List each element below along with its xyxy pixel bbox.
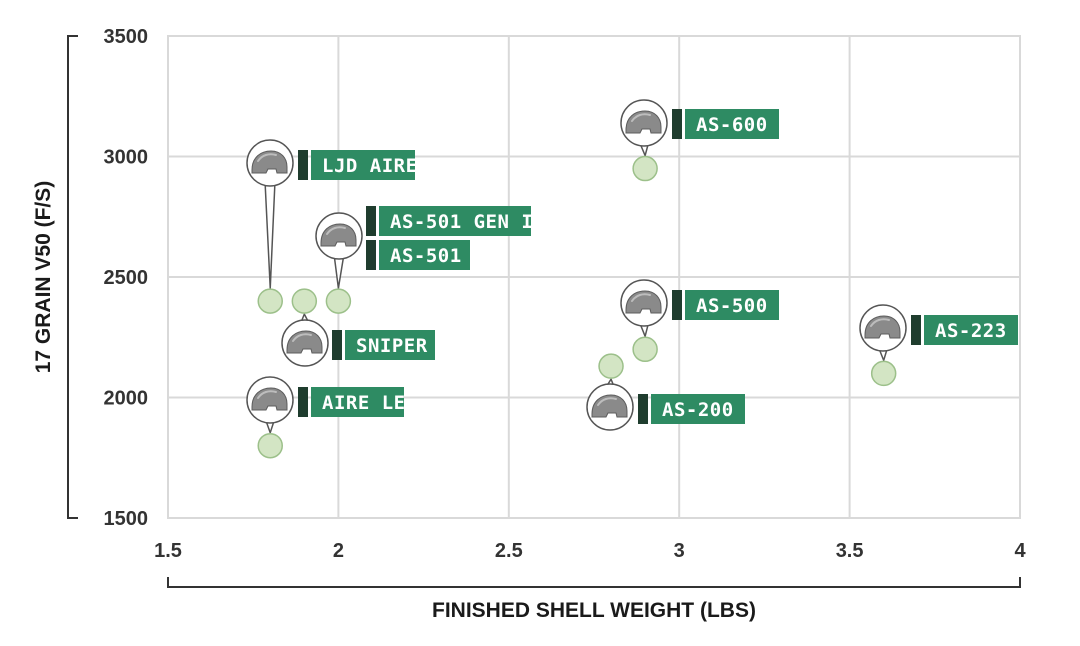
helmet-shell [320, 223, 357, 247]
helmet-shell [864, 315, 901, 339]
label-tag-bg [379, 206, 531, 236]
label-tag-bar [672, 109, 682, 139]
label-tag-text: AS-600 [696, 114, 768, 136]
data-point [257, 288, 283, 314]
helmet-icon [864, 315, 901, 339]
label-tag-text: AS-501 GEN II [390, 211, 545, 233]
label-tag-bar [911, 315, 921, 345]
callouts [246, 99, 907, 431]
helmet-icon [591, 394, 628, 418]
helmet-highlight [257, 153, 277, 162]
callout-bubble [246, 139, 294, 187]
y-tick-label: 3000 [104, 147, 149, 169]
data-point [632, 155, 658, 182]
helmet-icon [251, 387, 288, 411]
callout-bubble [315, 212, 363, 260]
label-tag: AS-501 [366, 240, 470, 270]
callout-bubble [859, 304, 907, 352]
label-tag: AS-500 [672, 290, 779, 320]
helmet-icon [625, 110, 662, 134]
callout-bubble [246, 376, 294, 424]
grid [167, 35, 1021, 519]
label-tag-text: AS-200 [662, 399, 734, 421]
label-tag-text: AS-500 [696, 295, 768, 317]
x-axis-bracket [167, 577, 1021, 588]
helmet-highlight [597, 397, 617, 406]
helmet-highlight [631, 113, 651, 122]
helmet-shell [591, 394, 628, 418]
label-tag-bg [311, 387, 404, 417]
helmet-icon [320, 223, 357, 247]
label-tag-bar [298, 387, 308, 417]
label-tag-text: SNIPER [356, 335, 428, 357]
label-tag: AS-200 [638, 394, 745, 424]
y-tick-label: 1500 [104, 508, 149, 530]
y-axis-title: 17 GRAIN V50 (F/S) [32, 181, 55, 374]
callout-bubble [586, 383, 634, 431]
label-tag-bar [332, 330, 342, 360]
helmet-highlight [257, 390, 277, 399]
callout-bubble [281, 319, 329, 367]
label-tags: LJD AIRE SNIPER AS-501 GEN II AS-501 AIRE LE… [298, 109, 1018, 424]
label-tag-text: AS-223 [935, 320, 1007, 342]
y-tick-label: 2000 [104, 388, 149, 410]
data-point [291, 288, 318, 314]
data-point [257, 432, 283, 459]
label-tag: AS-223 [911, 315, 1018, 345]
label-tag: SNIPER [332, 330, 435, 360]
callout-bubble [620, 279, 668, 327]
label-tag-bar [672, 290, 682, 320]
label-tag-bar [366, 206, 376, 236]
helmet-highlight [292, 333, 312, 342]
label-tag-bg [685, 290, 779, 320]
x-tick-label: 3 [674, 540, 685, 562]
label-tag-text: AIRE LE [322, 392, 406, 414]
label-tag-bg [379, 240, 470, 270]
x-axis-title: FINISHED SHELL WEIGHT (LBS) [432, 599, 756, 622]
helmet-highlight [326, 226, 346, 235]
label-tag-bg [924, 315, 1018, 345]
label-tag-bg [311, 150, 415, 180]
helmet-icon [625, 290, 662, 314]
helmet-shell [625, 110, 662, 134]
y-axis-bracket [67, 35, 78, 519]
y-tick-label: 3500 [104, 26, 149, 48]
data-point [325, 288, 352, 314]
label-tag-text: AS-501 [390, 245, 462, 267]
x-tick-label: 3.5 [836, 540, 864, 562]
x-tick-label: 2.5 [495, 540, 523, 562]
label-tag-bg [685, 109, 779, 139]
label-tag-bar [366, 240, 376, 270]
helmet-icon [251, 150, 288, 174]
label-tag: LJD AIRE [298, 150, 418, 180]
helmet-shell [625, 290, 662, 314]
data-points [257, 155, 897, 459]
helmet-highlight [870, 318, 890, 327]
x-tick-label: 2 [333, 540, 344, 562]
helmet-icon [286, 330, 323, 354]
label-tag: AIRE LE [298, 387, 406, 417]
label-tag: AS-501 GEN II [366, 206, 545, 236]
helmet-highlight [631, 293, 651, 302]
data-point [870, 360, 897, 387]
data-point [632, 336, 658, 363]
callout-bubble [620, 99, 668, 147]
helmet-shell [251, 150, 288, 174]
x-tick-label: 1.5 [154, 540, 182, 562]
label-tag-bg [651, 394, 745, 424]
label-tag-bar [638, 394, 648, 424]
callout-pointer [264, 180, 276, 289]
label-tag-bg [345, 330, 435, 360]
axes: 1.5 2 2.5 3 3.5 4 1500 2000 2500 3000 3500 [67, 26, 1026, 588]
helmet-shell [286, 330, 323, 354]
label-tag: AS-600 [672, 109, 779, 139]
helmet-shell [251, 387, 288, 411]
label-tag-bar [298, 150, 308, 180]
x-tick-label: 4 [1014, 540, 1026, 562]
y-tick-label: 2500 [104, 267, 149, 289]
label-tag-text: LJD AIRE [322, 155, 418, 177]
data-point [598, 353, 624, 379]
